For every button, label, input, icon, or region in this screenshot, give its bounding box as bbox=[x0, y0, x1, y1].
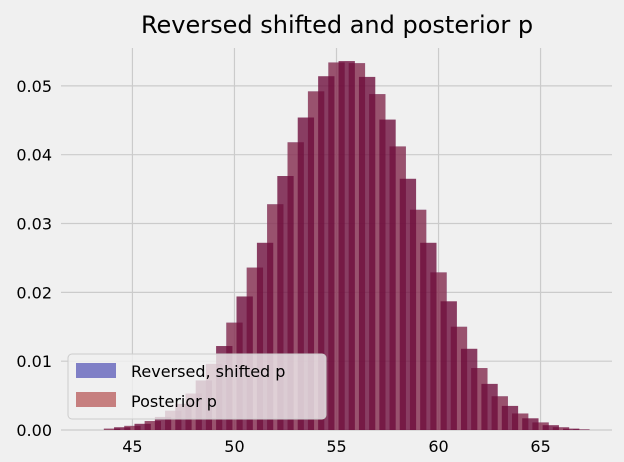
bar-series-1-0 bbox=[103, 428, 121, 430]
overlay-bar-20 bbox=[522, 418, 539, 430]
overlay-bar-14 bbox=[399, 178, 417, 430]
x-tick-label-0: 45 bbox=[122, 437, 142, 456]
legend-swatch-reversed-shifted bbox=[76, 363, 116, 378]
bar-series-1-1 bbox=[124, 425, 141, 430]
x-tick-label-1: 50 bbox=[224, 437, 244, 456]
x-tick-label-2: 55 bbox=[326, 437, 346, 456]
overlay-bar-21 bbox=[542, 425, 559, 430]
chart-title: Reversed shifted and posterior p bbox=[141, 11, 533, 39]
overlay-bar-10 bbox=[318, 76, 335, 430]
overlay-bar-19 bbox=[501, 405, 519, 430]
overlay-bar-2 bbox=[154, 416, 172, 430]
overlay-bar-9 bbox=[297, 117, 315, 430]
legend-swatch-posterior bbox=[76, 392, 116, 407]
legend-label-reversed-shifted: Reversed, shifted p bbox=[131, 362, 285, 381]
overlay-bar-11 bbox=[338, 61, 355, 430]
overlay-bar-22 bbox=[563, 428, 580, 430]
bar-series-1-23 bbox=[573, 429, 590, 430]
overlay-bar-12 bbox=[358, 76, 376, 430]
legend-box bbox=[67, 353, 327, 420]
overlay-bar-17 bbox=[460, 348, 478, 430]
y-tick-label-1: 0.01 bbox=[16, 352, 52, 371]
y-tick-label-4: 0.04 bbox=[16, 146, 52, 165]
bar-series-1-22 bbox=[552, 427, 570, 430]
overlay-bar-1 bbox=[134, 423, 151, 430]
y-tick-label-2: 0.02 bbox=[16, 283, 52, 302]
overlay-bar-18 bbox=[481, 383, 498, 430]
overlay-bar-13 bbox=[379, 119, 396, 431]
x-tick-label-3: 60 bbox=[428, 437, 448, 456]
legend-label-posterior: Posterior p bbox=[131, 392, 217, 411]
legend: Reversed, shifted p Posterior p bbox=[67, 353, 327, 420]
bar-series-1-2 bbox=[144, 421, 161, 430]
y-tick-label-0: 0.00 bbox=[16, 421, 52, 440]
y-tick-label-3: 0.03 bbox=[16, 215, 52, 234]
axis-ticks: 45 50 55 60 65 0.00 0.01 0.02 0.03 0.04 0.05 bbox=[16, 77, 550, 456]
x-tick-label-4: 65 bbox=[530, 437, 550, 456]
overlay-bar-15 bbox=[420, 242, 437, 430]
overlay-bar-16 bbox=[440, 301, 457, 430]
y-tick-label-5: 0.05 bbox=[16, 77, 52, 96]
bar-series-1-21 bbox=[532, 422, 549, 430]
overlay-bar-0 bbox=[114, 427, 131, 430]
